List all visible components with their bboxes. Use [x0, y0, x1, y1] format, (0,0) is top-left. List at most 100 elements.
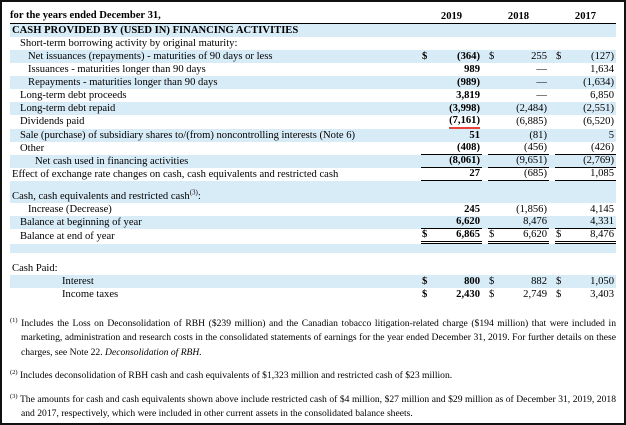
value-cell-2018: (456)	[488, 142, 549, 155]
row-label: Cash Paid:	[12, 262, 58, 274]
value: 5	[608, 129, 614, 141]
table-row: Increase (Decrease) 245 (1,856) 4,145	[10, 203, 616, 216]
value: 1,085	[590, 168, 614, 179]
table-row: Balance at beginning of year 6,620 8,476 4,…	[10, 216, 616, 229]
value-cell-2018	[488, 190, 549, 203]
value-cell-2018: —	[488, 89, 549, 102]
row-label: Effect of exchange rate changes on cash,…	[12, 168, 339, 180]
value-cell-2019: (7,161)	[421, 115, 482, 129]
table-row: Issuances - maturities longer than 90 da…	[10, 63, 616, 76]
row-label: Long-term debt repaid	[20, 102, 116, 114]
value: (8,061)	[449, 155, 480, 166]
table-row: Cash Paid:	[10, 262, 616, 275]
value-cell-2017: 6,850	[555, 89, 616, 102]
currency-symbol: $	[556, 275, 562, 287]
table-row: Dividends paid (7,161) (6,885) (6,520)	[10, 115, 616, 129]
row-label: Short-term borrowing activity by origina…	[20, 37, 238, 49]
value: 3,403	[590, 288, 614, 300]
value-cell-2019: 6,620	[421, 216, 482, 229]
value-cell-2017	[555, 24, 616, 37]
value-cell-2018: —	[488, 63, 549, 76]
column-header-2019: 2019	[440, 11, 463, 22]
value-cell-2019: 989	[421, 63, 482, 76]
currency-symbol: $	[489, 50, 495, 62]
value: 255	[531, 50, 547, 62]
row-label: Increase (Decrease)	[28, 203, 112, 215]
value-cell-2019: 245	[421, 203, 482, 216]
row-label: Cash, cash equivalents and restricted ca…	[12, 187, 201, 202]
value: 27	[469, 168, 480, 179]
value-cell-2017: (426)	[555, 142, 616, 155]
currency-symbol: $	[422, 275, 428, 287]
footnote-italic-reference: Deconsolidation of RBH.	[105, 346, 202, 358]
value-cell-2017: (2,551)	[555, 102, 616, 115]
footnote-marker: (3)	[10, 392, 18, 400]
footnote: (1) Includes the Loss on Deconsolidation…	[10, 316, 616, 358]
value-cell-2017: 5	[555, 129, 616, 142]
value: (81)	[529, 129, 547, 141]
value-cell-2019: $6,865	[421, 229, 482, 244]
value-cell-2019	[421, 262, 482, 275]
value-cell-2017: (6,520)	[555, 115, 616, 129]
value: 245	[464, 203, 480, 215]
value: 2,749	[523, 288, 547, 300]
cash-flow-table: for the years ended December 31, 2019 20…	[10, 8, 616, 301]
value: 989	[464, 63, 480, 75]
table-row: Other (408) (456) (426)	[10, 142, 616, 155]
footnote-marker: (1)	[10, 316, 18, 324]
value: (1,634)	[583, 76, 614, 88]
value-cell-2018	[488, 37, 549, 50]
value-cell-2017: (2,769)	[555, 155, 616, 168]
table-row: Cash, cash equivalents and restricted ca…	[10, 187, 616, 203]
value-cell-2018: $2,749	[488, 288, 549, 301]
value-cell-2019: (3,998)	[421, 102, 482, 115]
value-cell-2018	[488, 262, 549, 275]
value: —	[536, 63, 547, 75]
value: —	[536, 89, 547, 101]
value-cell-2019: $2,430	[421, 288, 482, 301]
value-cell-2018: (1,856)	[488, 203, 549, 216]
value: 4,331	[590, 216, 614, 227]
value-cell-2017	[555, 262, 616, 275]
footnote-ref: (3)	[189, 187, 198, 196]
row-label: Income taxes	[62, 288, 119, 300]
column-header-2017: 2017	[574, 11, 597, 22]
value: 882	[531, 275, 547, 287]
value: 6,620	[523, 229, 547, 240]
value: (426)	[591, 142, 614, 153]
value-cell-2017: $1,050	[555, 275, 616, 288]
value: 8,476	[523, 216, 547, 227]
row-label: Long-term debt proceeds	[20, 89, 127, 101]
value-cell-2019	[421, 37, 482, 50]
currency-symbol: $	[556, 229, 562, 240]
value-cell-2017: $ (127)	[555, 50, 616, 63]
value-cell-2019: $800	[421, 275, 482, 288]
footnote-marker: (2)	[10, 368, 18, 376]
value-cell-2018: $882	[488, 275, 549, 288]
value: —	[536, 76, 547, 88]
table-row: Sale (purchase) of subsidiary shares to/…	[10, 129, 616, 142]
table-row: CASH PROVIDED BY (USED IN) FINANCING ACT…	[10, 24, 616, 37]
footnotes: (1) Includes the Loss on Deconsolidation…	[10, 317, 616, 421]
value-cell-2018: (9,651)	[488, 155, 549, 168]
table-header-label: for the years ended December 31,	[10, 10, 161, 21]
value: (989)	[457, 76, 480, 88]
value-cell-2019: 27	[421, 168, 482, 181]
value-cell-2019: $ (364)	[421, 50, 482, 63]
value-cell-2019: 51	[421, 129, 482, 142]
value-cell-2017: 1,085	[555, 168, 616, 181]
value: 800	[464, 275, 480, 287]
currency-symbol: $	[556, 50, 562, 62]
currency-symbol: $	[489, 275, 495, 287]
currency-symbol: $	[422, 229, 428, 240]
value-cell-2019	[421, 24, 482, 37]
value-cell-2019: (8,061)	[421, 155, 482, 168]
spacer-row	[10, 253, 616, 262]
value-cell-2017: 4,145	[555, 203, 616, 216]
currency-symbol: $	[422, 50, 428, 62]
value-cell-2018: $6,620	[488, 229, 549, 244]
table-row: Interest $800 $882 $1,050	[10, 275, 616, 288]
value-cell-2018: 8,476	[488, 216, 549, 229]
value: 3,819	[456, 89, 480, 101]
